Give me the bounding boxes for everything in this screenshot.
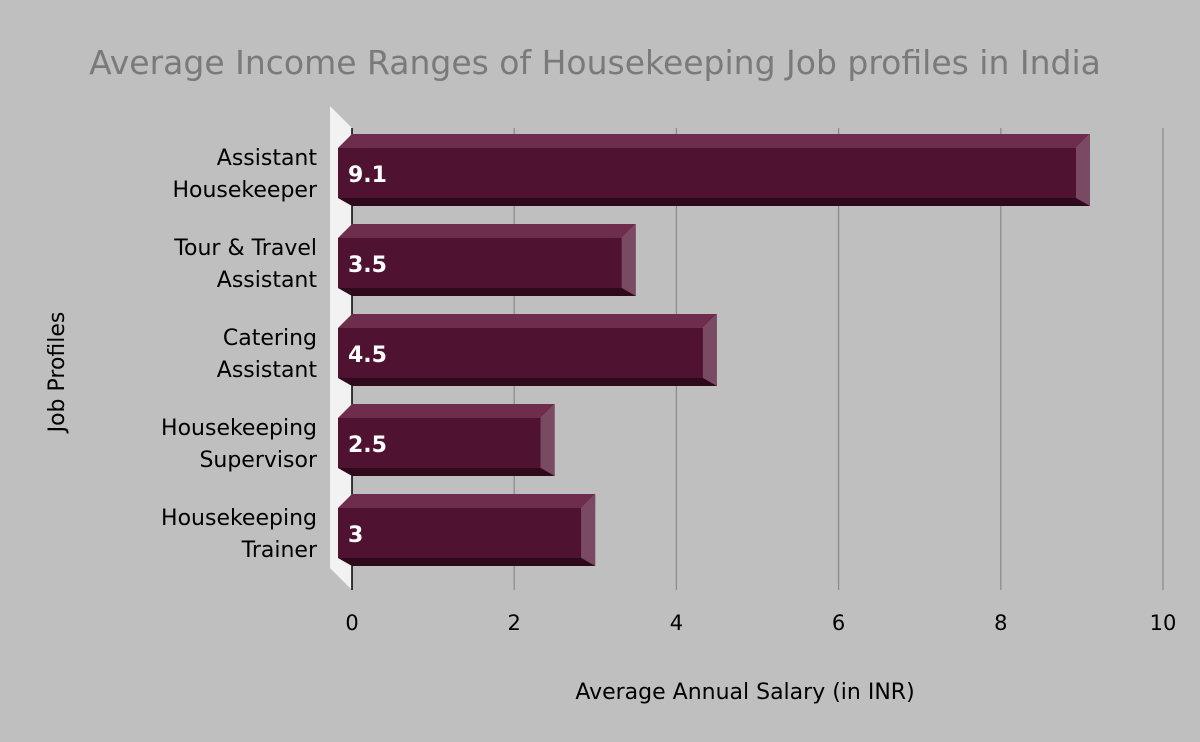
- bar-front-face: [338, 148, 1077, 198]
- category-label: Catering: [223, 326, 317, 351]
- bar-bottom-face: [338, 468, 555, 476]
- category-label: Assistant: [217, 358, 318, 383]
- bar: 3: [338, 494, 596, 566]
- bar-front-face: [338, 508, 582, 558]
- bar-side-face: [581, 494, 596, 566]
- bar-top-face: [338, 494, 596, 508]
- bar-front-face: [338, 418, 541, 468]
- x-tick-label: 8: [994, 611, 1007, 635]
- x-axis-label: Average Annual Salary (in INR): [575, 680, 914, 705]
- y-axis-label: Job Profiles: [45, 312, 70, 435]
- bar-top-face: [338, 404, 555, 418]
- x-tick-label: 10: [1150, 611, 1177, 635]
- bar: 4.5: [338, 314, 717, 386]
- category-labels: Assistant Housekeeper Tour & Travel Assista…: [161, 146, 318, 563]
- bar-top-face: [338, 224, 636, 238]
- bar-side-face: [702, 314, 717, 386]
- category-label: Housekeeper: [172, 178, 317, 203]
- bars: 9.1 3.5 4.5 2.5 3: [338, 134, 1091, 566]
- bar-side-face: [540, 404, 555, 476]
- x-tick-labels: 0 2 4 6 8 10: [345, 611, 1176, 635]
- bar-bottom-face: [338, 288, 636, 296]
- data-label: 3: [348, 523, 363, 548]
- chart-title: Average Income Ranges of Housekeeping Jo…: [89, 43, 1101, 82]
- x-tick-label: 4: [670, 611, 683, 635]
- category-label: Trainer: [241, 538, 318, 563]
- x-tick-label: 6: [832, 611, 845, 635]
- data-label: 9.1: [348, 163, 387, 188]
- x-tick-label: 0: [345, 611, 358, 635]
- bar-front-face: [338, 238, 622, 288]
- category-label: Tour & Travel: [173, 236, 317, 261]
- bar-top-face: [338, 134, 1091, 148]
- bar-top-face: [338, 314, 717, 328]
- category-label: Supervisor: [199, 448, 318, 473]
- x-tick-label: 2: [508, 611, 521, 635]
- category-label: Assistant: [217, 146, 318, 171]
- bar-bottom-face: [338, 378, 717, 386]
- category-label: Housekeeping: [161, 416, 317, 441]
- category-label: Assistant: [217, 268, 318, 293]
- bar-bottom-face: [338, 558, 596, 566]
- bar-side-face: [1076, 134, 1091, 206]
- bar: 3.5: [338, 224, 636, 296]
- bar-front-face: [338, 328, 703, 378]
- data-label: 2.5: [348, 433, 387, 458]
- bar: 9.1: [338, 134, 1091, 206]
- bar: 2.5: [338, 404, 555, 476]
- data-label: 3.5: [348, 253, 387, 278]
- bar-side-face: [621, 224, 636, 296]
- bar-bottom-face: [338, 198, 1091, 206]
- data-label: 4.5: [348, 343, 387, 368]
- category-label: Housekeeping: [161, 506, 317, 531]
